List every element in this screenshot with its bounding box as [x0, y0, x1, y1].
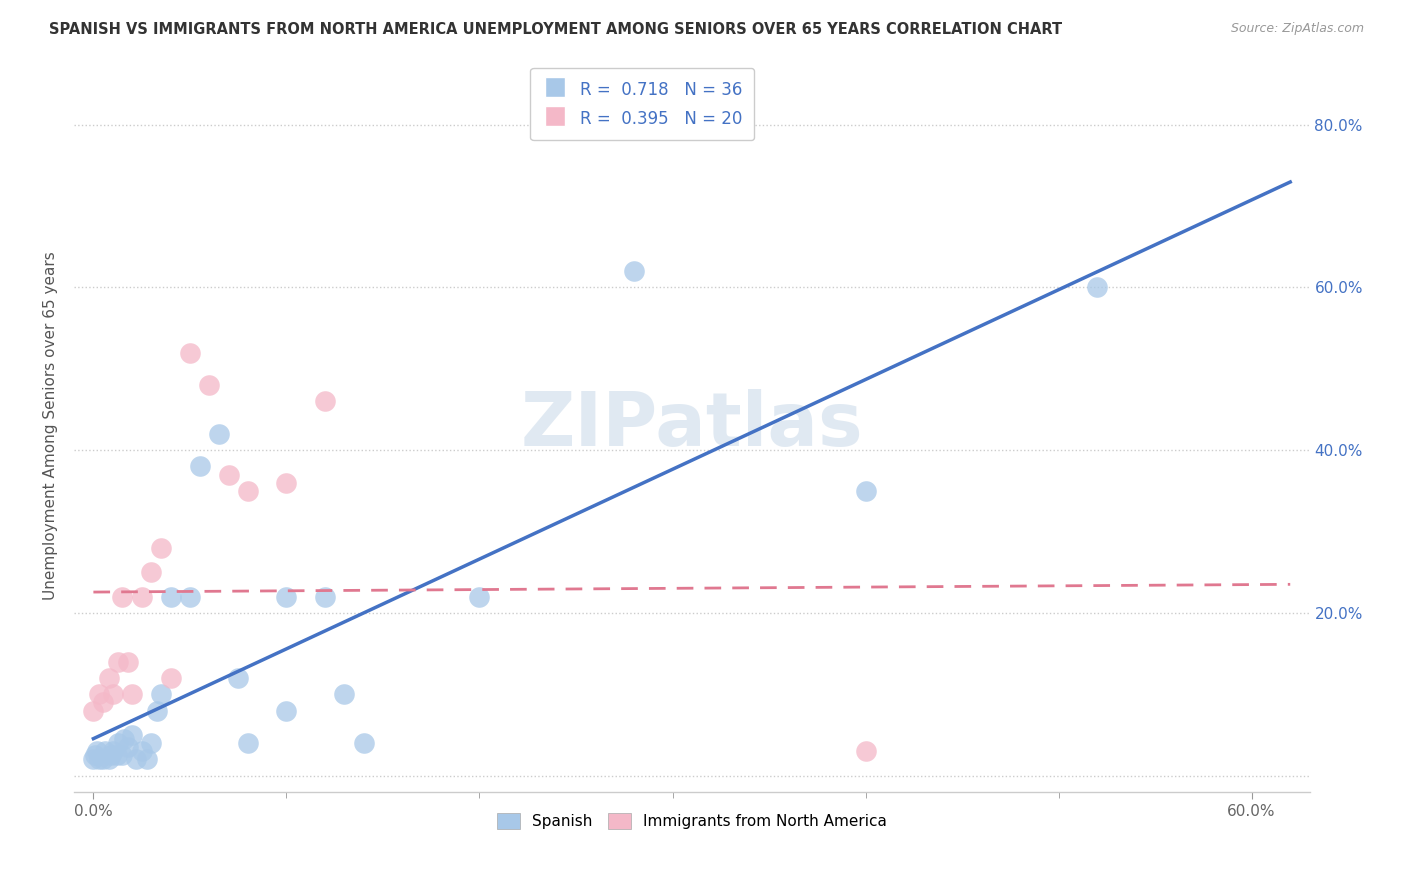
Point [100, 748, 122, 763]
Point [468, 590, 491, 604]
Point [314, 394, 336, 409]
Point [198, 378, 221, 392]
Point [82, 704, 104, 718]
Point [97, 752, 120, 766]
Legend: Spanish, Immigrants from North America: Spanish, Immigrants from North America [491, 807, 893, 836]
Point [94, 744, 117, 758]
Point [855, 483, 877, 498]
Point [117, 655, 139, 669]
Point [89, 752, 111, 766]
Point [84, 748, 107, 763]
Point [149, 687, 172, 701]
Point [236, 483, 259, 498]
Point [131, 744, 153, 758]
Point [117, 740, 139, 755]
Point [149, 541, 172, 555]
Point [125, 752, 148, 766]
Point [333, 687, 356, 701]
Point [146, 704, 169, 718]
Point [1085, 280, 1108, 294]
Point [276, 590, 298, 604]
Point [179, 590, 201, 604]
Point [276, 704, 298, 718]
Point [226, 671, 249, 685]
Point [82, 752, 104, 766]
Text: Source: ZipAtlas.com: Source: ZipAtlas.com [1230, 22, 1364, 36]
Point [86, 744, 108, 758]
Point [131, 590, 153, 604]
Point [121, 687, 143, 701]
Point [107, 736, 129, 750]
Point [141, 736, 163, 750]
Point [188, 459, 211, 474]
Point [141, 566, 163, 580]
Text: SPANISH VS IMMIGRANTS FROM NORTH AMERICA UNEMPLOYMENT AMONG SENIORS OVER 65 YEAR: SPANISH VS IMMIGRANTS FROM NORTH AMERICA… [49, 22, 1063, 37]
Point [208, 426, 231, 441]
Point [89, 687, 111, 701]
Point [91, 752, 114, 766]
Text: ZIPatlas: ZIPatlas [520, 389, 863, 462]
Point [107, 655, 129, 669]
Point [105, 748, 128, 763]
Point [159, 590, 181, 604]
Y-axis label: Unemployment Among Seniors over 65 years: Unemployment Among Seniors over 65 years [44, 252, 58, 600]
Point [97, 671, 120, 685]
Point [353, 736, 375, 750]
Point [623, 264, 645, 278]
Point [276, 475, 298, 490]
Point [112, 732, 135, 747]
Point [101, 744, 124, 758]
Point [111, 748, 134, 763]
Point [855, 744, 877, 758]
Point [111, 590, 134, 604]
Point [121, 728, 143, 742]
Point [179, 345, 201, 359]
Point [159, 671, 181, 685]
Point [314, 590, 336, 604]
Point [101, 687, 124, 701]
Point [236, 736, 259, 750]
Point [91, 695, 114, 709]
Point [218, 467, 240, 482]
Point [136, 752, 159, 766]
